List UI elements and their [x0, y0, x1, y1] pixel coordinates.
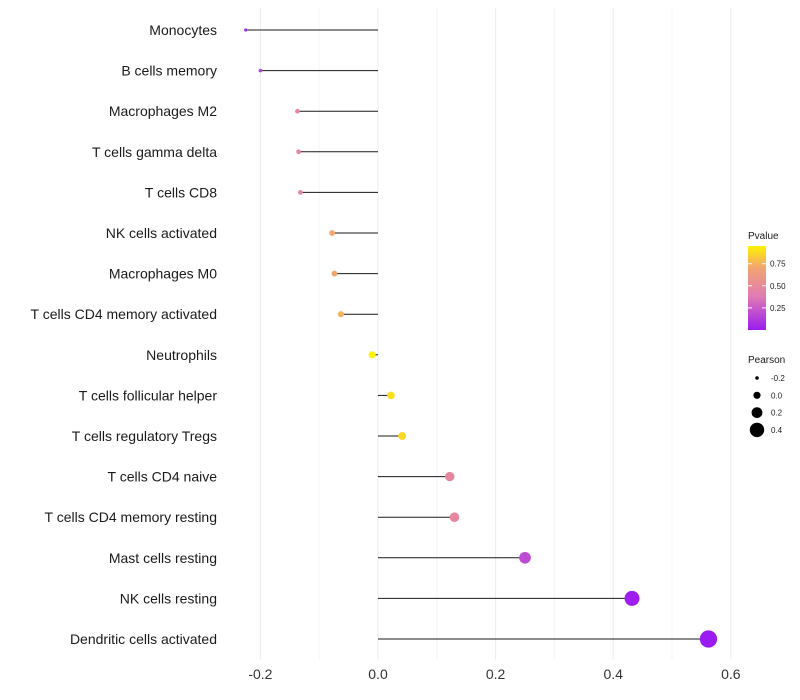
lollipop-point [368, 351, 376, 359]
lollipop-point [295, 108, 300, 114]
colorbar-tick-label: 0.25 [770, 304, 786, 313]
lollipop-point [699, 630, 718, 648]
lollipop-point [519, 551, 531, 564]
lollipop-point [624, 590, 640, 606]
lollipop-point [449, 512, 460, 522]
category-label: Dendritic cells activated [70, 631, 217, 647]
grid-layer [259, 8, 732, 660]
stem-layer [245, 29, 709, 640]
pvalue-colorbar [748, 246, 766, 330]
pearson-legend-label: 0.4 [771, 426, 783, 435]
lollipop-point [445, 471, 455, 482]
category-label: T cells CD8 [145, 184, 217, 200]
legend: Pvalue 0.75 0.50 0.25 Pearson -0.2 0.0 0.2 0.4 [748, 231, 786, 438]
lollipop-point [398, 432, 407, 440]
lollipop-point [258, 68, 263, 73]
category-label: T cells gamma delta [92, 144, 217, 160]
lollipop-point [329, 230, 336, 236]
category-label: T cells CD4 memory resting [45, 509, 217, 525]
category-label: T cells regulatory Tregs [72, 428, 217, 444]
category-label: Mast cells resting [109, 550, 217, 566]
pearson-legend-label: -0.2 [771, 374, 785, 383]
pearson-legend-label: 0.2 [771, 409, 783, 418]
lollipop-point [331, 270, 338, 277]
category-label: NK cells activated [106, 225, 217, 241]
category-label: Macrophages M0 [109, 266, 217, 282]
lollipop-point [337, 311, 344, 318]
category-label: Macrophages M2 [109, 103, 217, 119]
pearson-legend-label: 0.0 [771, 391, 783, 400]
colorbar-tick-label: 0.50 [770, 282, 786, 291]
lollipop-point [296, 149, 302, 155]
x-tick-label: -0.2 [248, 666, 272, 682]
category-label: NK cells resting [120, 590, 217, 606]
category-labels: Monocytes B cells memory Macrophages M2 T c… [31, 22, 218, 647]
lollipop-point [387, 391, 395, 400]
category-label: Monocytes [149, 22, 217, 38]
category-label: T cells CD4 memory activated [31, 306, 217, 322]
x-axis-ticks: -0.2 0.0 0.2 0.4 0.6 [248, 666, 740, 682]
pearson-legend-dot [755, 376, 759, 380]
category-label: T cells follicular helper [79, 387, 218, 403]
pearson-legend-title: Pearson [748, 355, 785, 366]
colorbar-tick-label: 0.75 [770, 260, 786, 269]
x-tick-label: 0.6 [721, 666, 741, 682]
x-tick-label: 0.4 [603, 666, 623, 682]
category-label: Neutrophils [146, 347, 217, 363]
lollipop-point [297, 189, 303, 195]
pearson-legend-dot [751, 407, 763, 418]
pvalue-legend-title: Pvalue [748, 231, 779, 242]
x-tick-label: 0.0 [368, 666, 388, 682]
point-layer [244, 28, 718, 648]
x-tick-label: 0.2 [486, 666, 506, 682]
lollipop-point [244, 28, 248, 32]
category-label: B cells memory [121, 63, 217, 79]
pearson-legend-dot [753, 391, 761, 399]
category-label: T cells CD4 naive [108, 469, 218, 485]
pearson-legend-dot [749, 422, 765, 438]
